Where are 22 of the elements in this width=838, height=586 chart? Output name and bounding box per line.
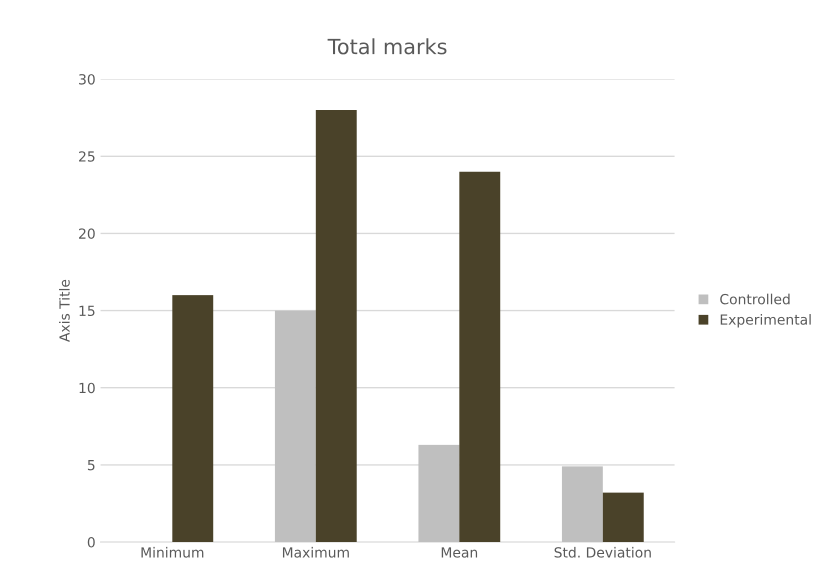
y-tick-label: 15 (80, 306, 94, 316)
y-tick-label: 5 (88, 460, 94, 470)
y-tick-label: 25 (79, 151, 94, 162)
bar (274, 310, 316, 542)
x-tick-label: Maximum (282, 546, 349, 558)
bar (562, 466, 603, 542)
bar (602, 492, 644, 542)
bar (316, 110, 357, 542)
bar (172, 295, 214, 542)
x-tick-label: Minimum (141, 546, 204, 558)
y-tick-label: 0 (88, 537, 95, 548)
legend-label: Experimental (720, 314, 811, 328)
y-tick-label: 30 (79, 74, 95, 85)
x-tick-label: Std. Deviation (554, 546, 651, 558)
chart-title: Total marks (328, 38, 446, 54)
y-tick-label: 10 (80, 382, 95, 394)
bar (459, 172, 500, 542)
y-axis-title: Axis Title (59, 280, 70, 342)
y-tick-label: 20 (79, 228, 95, 239)
x-tick-label: Mean (442, 547, 478, 558)
legend-label: Controlled (720, 294, 790, 304)
bar (418, 444, 460, 542)
